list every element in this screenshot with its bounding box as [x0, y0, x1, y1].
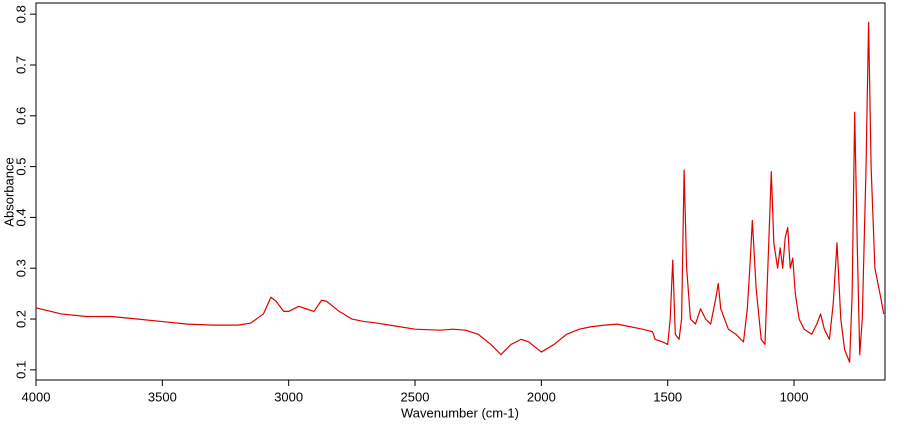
y-tick-label: 0.5	[13, 158, 28, 176]
y-tick-label: 0.2	[13, 310, 28, 328]
y-tick-label: 0.8	[13, 5, 28, 23]
y-tick-label: 0.6	[13, 107, 28, 125]
x-tick-label: 3000	[274, 389, 303, 404]
x-tick-label: 1500	[653, 389, 682, 404]
y-tick-label: 0.1	[13, 361, 28, 379]
x-tick-label: 1000	[780, 389, 809, 404]
y-tick-label: 0.7	[13, 56, 28, 74]
x-tick-label: 2500	[401, 389, 430, 404]
x-tick-label: 3500	[148, 389, 177, 404]
plot-frame	[35, 2, 886, 381]
x-axis-label: Wavenumber (cm-1)	[401, 405, 519, 420]
y-axis-label: Absorbance	[1, 157, 16, 226]
x-tick-label: 2000	[527, 389, 556, 404]
y-tick-label: 0.3	[13, 259, 28, 277]
y-tick-label: 0.4	[13, 208, 28, 226]
spectrum-line	[35, 21, 885, 363]
x-tick-label: 4000	[22, 389, 51, 404]
